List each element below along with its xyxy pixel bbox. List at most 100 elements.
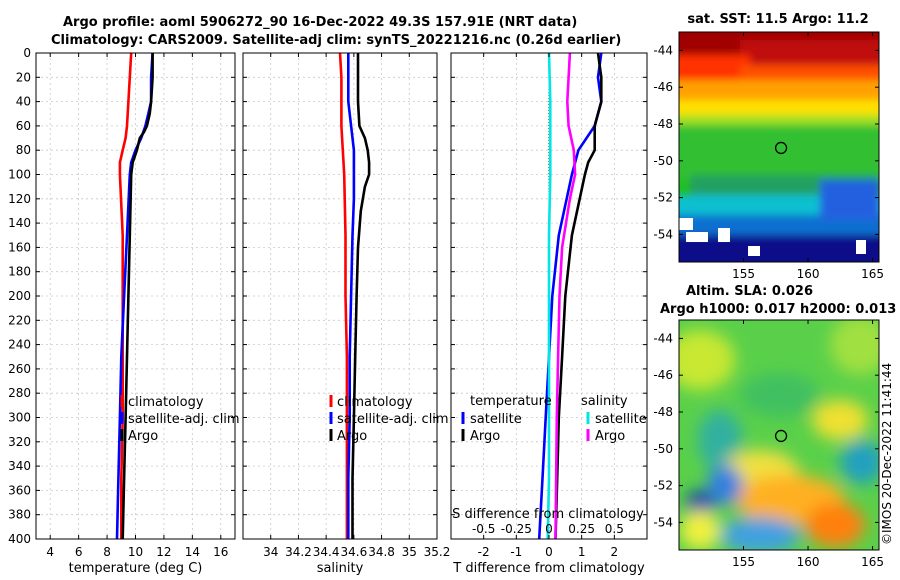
x-tick-label: 4 [46,545,54,559]
y-tick-label: 80 [16,143,31,157]
map-x-tick-label: 165 [861,267,884,281]
y-tick-label: 380 [8,508,31,522]
map-y-tick-label: -46 [653,80,673,94]
y-tick-label: 320 [8,435,31,449]
x-tick-label: 34.6 [340,545,367,559]
legend-header-salinity: salinity [581,394,628,409]
sla-map-title: Altim. SLA: 0.026 [686,284,813,299]
x-tick-label: 12 [156,545,171,559]
legend-label: satellite-adj. clim [337,412,449,427]
x-tick-label: 16 [213,545,228,559]
salinity-difference-axis-label: S difference from climatology [452,507,644,522]
temperature-panel: 0 20 40 60 80 100 120 140 160 180 200 220 240 260 280 3… [8,46,240,576]
salinity-panel: 34 34.2 34.4 34.6 34.8 35 35.2 salinity climatol… [242,52,451,576]
map-y-tick-label: -50 [653,154,673,168]
y-tick-label: 100 [8,168,31,182]
x-tick-label: -1 [510,545,522,559]
x-tick-label: 8 [103,545,111,559]
map-y-tick-label: -52 [653,479,673,493]
map-x-tick-label: 155 [732,267,755,281]
difference-panel: -2 -1 0 1 2 T difference from climatology temp… [450,52,648,576]
x-tick-label: 35.2 [424,545,451,559]
legend-label: satellite [595,412,647,427]
sst-map-axes: -44 -46 -48 -50 -52 -54 155 160 165 [653,32,884,281]
x-tick-label: 34 [263,545,278,559]
x-tick-label: 6 [75,545,83,559]
map-y-tick-label: -50 [653,442,673,456]
legend-label: climatology [128,395,204,410]
series-line-s-satellite [546,52,552,540]
salinity-difference-tick-label: 0.25 [568,522,595,536]
map-y-tick-label: -48 [653,117,673,131]
y-tick-label: 220 [8,313,31,327]
legend-header-temperature: temperature [470,394,552,409]
y-tick-label: 20 [16,70,31,84]
legend-label: satellite [470,412,522,427]
legend-label: satellite-adj. clim [128,412,240,427]
x-axis-label: temperature (deg C) [69,561,203,576]
legend-label: climatology [337,395,413,410]
legend-label: Argo [128,429,158,444]
imos-timestamp: ©IMOS 20-Dec-2022 11:41:44 [880,363,894,545]
legend-label: Argo [337,429,367,444]
y-tick-label: 40 [16,95,31,109]
sla-map-axes: -44 -46 -48 -50 -52 -54 155 160 165 [653,320,884,569]
y-tick-label: 60 [16,119,31,133]
map-y-tick-label: -54 [653,227,673,241]
x-tick-label: 34.8 [368,545,395,559]
salinity-difference-tick-label: 0.5 [605,522,624,536]
y-tick-label: 400 [8,532,31,546]
map-y-tick-label: -46 [653,368,673,382]
map-y-tick-label: -48 [653,405,673,419]
series-line-climatology [118,52,133,539]
map-y-tick-label: -44 [653,43,673,57]
x-tick-label: 2 [611,545,619,559]
series-line-argo [351,53,371,539]
y-tick-label: 280 [8,386,31,400]
series-line-s-argo [554,52,577,540]
x-tick-label: 14 [185,545,200,559]
sst-map-title: sat. SST: 11.5 Argo: 11.2 [687,12,868,27]
y-tick-label: 340 [8,459,31,473]
legend-label: Argo [595,429,625,444]
plot-area [36,53,235,539]
salinity-difference-tick-label: -0.25 [501,522,532,536]
x-tick-label: 1 [578,545,586,559]
x-tick-label: 0 [545,545,553,559]
argo-location-marker [774,141,788,155]
y-tick-label: 240 [8,338,31,352]
sst-map [678,31,880,263]
map-y-tick-label: -44 [653,331,673,345]
argo-location-marker [774,429,788,443]
map-x-tick-label: 160 [797,555,820,569]
map-x-tick-label: 155 [732,555,755,569]
sla-map-subtitle: Argo h1000: 0.017 h2000: 0.013 [660,302,896,317]
series-line-satellite-adj-clim [346,53,356,539]
sla-map [678,319,880,551]
series-line-climatology [338,52,349,539]
y-tick-label: 300 [8,411,31,425]
y-tick-label: 120 [8,192,31,206]
series-line-t-argo [554,52,603,540]
salinity-difference-tick-label: -0.5 [472,522,495,536]
x-axis-label: T difference from climatology [452,561,645,576]
x-tick-label: -2 [478,545,490,559]
y-tick-label: 180 [8,265,31,279]
x-tick-label: 34.4 [313,545,340,559]
y-tick-label: 260 [8,362,31,376]
y-tick-label: 360 [8,483,31,497]
map-y-tick-label: -54 [653,515,673,529]
x-tick-label: 10 [128,545,143,559]
x-tick-label: 35 [402,545,417,559]
y-tick-label: 0 [23,46,31,60]
y-tick-label: 160 [8,240,31,254]
y-tick-label: 140 [8,216,31,230]
chart-title-line1: Argo profile: aoml 5906272_90 16-Dec-202… [63,15,578,30]
legend-label: Argo [470,429,500,444]
salinity-difference-tick-label: 0 [545,522,553,536]
map-y-tick-label: -52 [653,191,673,205]
y-tick-label: 200 [8,289,31,303]
map-x-tick-label: 165 [861,555,884,569]
x-axis-label: salinity [317,561,364,576]
